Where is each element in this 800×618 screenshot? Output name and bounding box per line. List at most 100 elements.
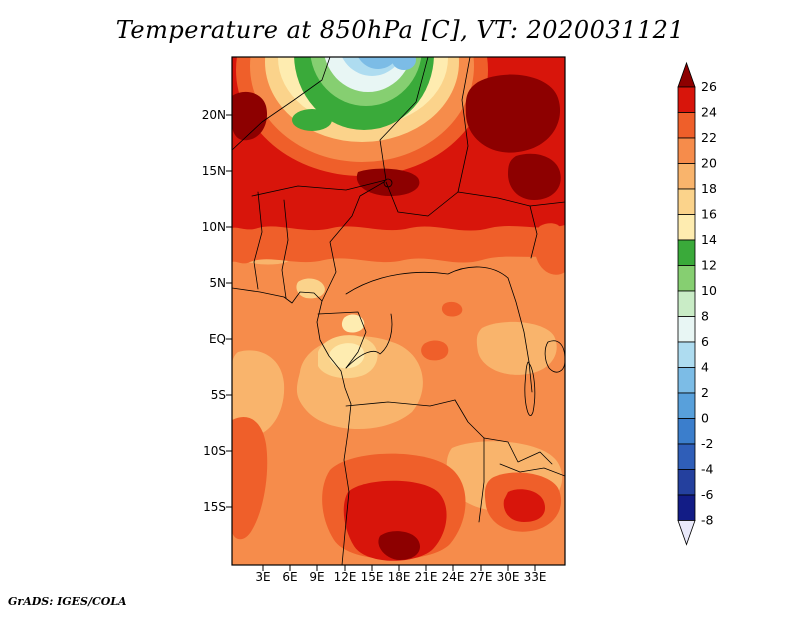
colorbar-label: 4 — [701, 360, 709, 375]
colorbar — [677, 61, 696, 546]
border-line — [281, 199, 289, 299]
colorbar-label: 16 — [701, 207, 717, 222]
map-borders — [232, 57, 565, 565]
border-line — [251, 179, 387, 197]
colorbar-segment — [677, 137, 696, 164]
colorbar-label: 14 — [701, 232, 717, 247]
colorbar-segment — [677, 239, 696, 266]
border-line — [379, 57, 429, 181]
colorbar-label: 26 — [701, 79, 717, 94]
x-axis-label: 30E — [497, 570, 520, 584]
x-axis-label: 27E — [470, 570, 493, 584]
colorbar-arrow-bottom — [677, 520, 696, 546]
temp-layer-dark-red-south — [378, 531, 420, 560]
colorbar-segment — [677, 163, 696, 190]
temp-layer-red-south — [343, 480, 546, 561]
lake-chad-outline — [383, 178, 393, 188]
temp-blob — [329, 343, 365, 369]
border-line — [345, 266, 509, 295]
temperature-field — [232, 57, 565, 565]
y-axis-label: EQ — [209, 332, 226, 346]
colorbar-segment — [677, 188, 696, 215]
border-line — [507, 277, 533, 393]
x-axis-label: 3E — [255, 570, 270, 584]
x-axis-label: 9E — [309, 570, 324, 584]
colorbar-label: 8 — [701, 309, 709, 324]
colorbar-label: 10 — [701, 283, 717, 298]
y-axis-label: 10S — [203, 444, 226, 458]
border-line — [253, 191, 263, 290]
x-axis-label: 18E — [388, 570, 411, 584]
y-axis-label: 15N — [202, 164, 226, 178]
x-axis-label: 33E — [524, 570, 547, 584]
lake-tanganyika-outline — [524, 361, 536, 416]
colorbar-segment — [677, 341, 696, 368]
temp-blob — [533, 223, 565, 275]
border-line — [317, 311, 367, 369]
border-line — [529, 205, 538, 259]
x-axis-label: 21E — [415, 570, 438, 584]
temp-blob — [232, 350, 285, 437]
temp-blob — [232, 91, 268, 141]
colorbar-segment — [677, 86, 696, 113]
temp-blob — [378, 531, 420, 560]
coastline — [232, 287, 352, 565]
colorbar-label: 22 — [701, 130, 717, 145]
temp-blob — [441, 301, 463, 317]
colorbar-label: 0 — [701, 411, 709, 426]
colorbar-label: 18 — [701, 181, 717, 196]
colorbar-label: -8 — [701, 513, 714, 528]
border-line — [457, 191, 565, 207]
temp-blob — [343, 480, 447, 561]
cold-core-blue-patch — [392, 57, 416, 70]
colorbar-segment — [677, 290, 696, 317]
y-axis-label: 15S — [203, 500, 226, 514]
border-line — [457, 57, 471, 193]
colorbar-label: 6 — [701, 334, 709, 349]
credit-text: GrADS: IGES/COLA — [8, 595, 127, 608]
colorbar-segment — [677, 494, 696, 521]
y-axis-label: 20N — [202, 108, 226, 122]
y-axis-label: 5N — [209, 276, 226, 290]
cold-ring-pale-cyan — [324, 57, 412, 92]
colorbar-label: -2 — [701, 436, 713, 451]
temp-blob — [465, 74, 561, 153]
temp-layer-cream — [329, 314, 365, 369]
temp-blob — [508, 153, 561, 200]
colorbar-label: 20 — [701, 156, 717, 171]
colorbar-segment — [677, 316, 696, 343]
x-axis-labels: 3E 6E 9E 12E 15E 18E 21E 24E 27E 30E 33E — [255, 570, 546, 584]
cold-green-patch — [292, 109, 332, 131]
colorbar-label: 12 — [701, 258, 717, 273]
colorbar-labels: 26 24 22 20 18 16 14 12 10 8 6 4 2 0 -2 … — [701, 79, 717, 528]
temp-blob — [421, 340, 449, 361]
temp-blob — [341, 314, 365, 333]
y-axis-labels: 20N 15N 10N 5N EQ 5S 10S 15S — [202, 108, 226, 514]
temp-blob — [476, 321, 557, 375]
plot-title: Temperature at 850hPa [C], VT: 202003112… — [116, 16, 684, 44]
colorbar-segment — [677, 443, 696, 470]
colorbar-segment — [677, 265, 696, 292]
colorbar-segment — [677, 469, 696, 496]
y-axis-label: 10N — [202, 220, 226, 234]
colorbar-label: 24 — [701, 105, 717, 120]
border-line — [345, 313, 393, 369]
border-line — [499, 463, 565, 477]
colorbar-arrow-top — [677, 61, 696, 88]
x-axis-ticks — [262, 565, 536, 571]
colorbar-segment — [677, 112, 696, 139]
colorbar-segment — [677, 214, 696, 241]
border-line — [345, 399, 456, 407]
border-line — [232, 57, 331, 151]
x-axis-label: 6E — [282, 570, 297, 584]
axis-ticks — [226, 114, 536, 571]
x-axis-label: 24E — [442, 570, 465, 584]
y-axis-label: 5S — [211, 388, 226, 402]
colorbar-segment — [677, 418, 696, 445]
colorbar-segment — [677, 392, 696, 419]
border-line — [321, 181, 385, 302]
lake-victoria-outline — [544, 340, 565, 373]
y-axis-ticks — [226, 114, 232, 508]
